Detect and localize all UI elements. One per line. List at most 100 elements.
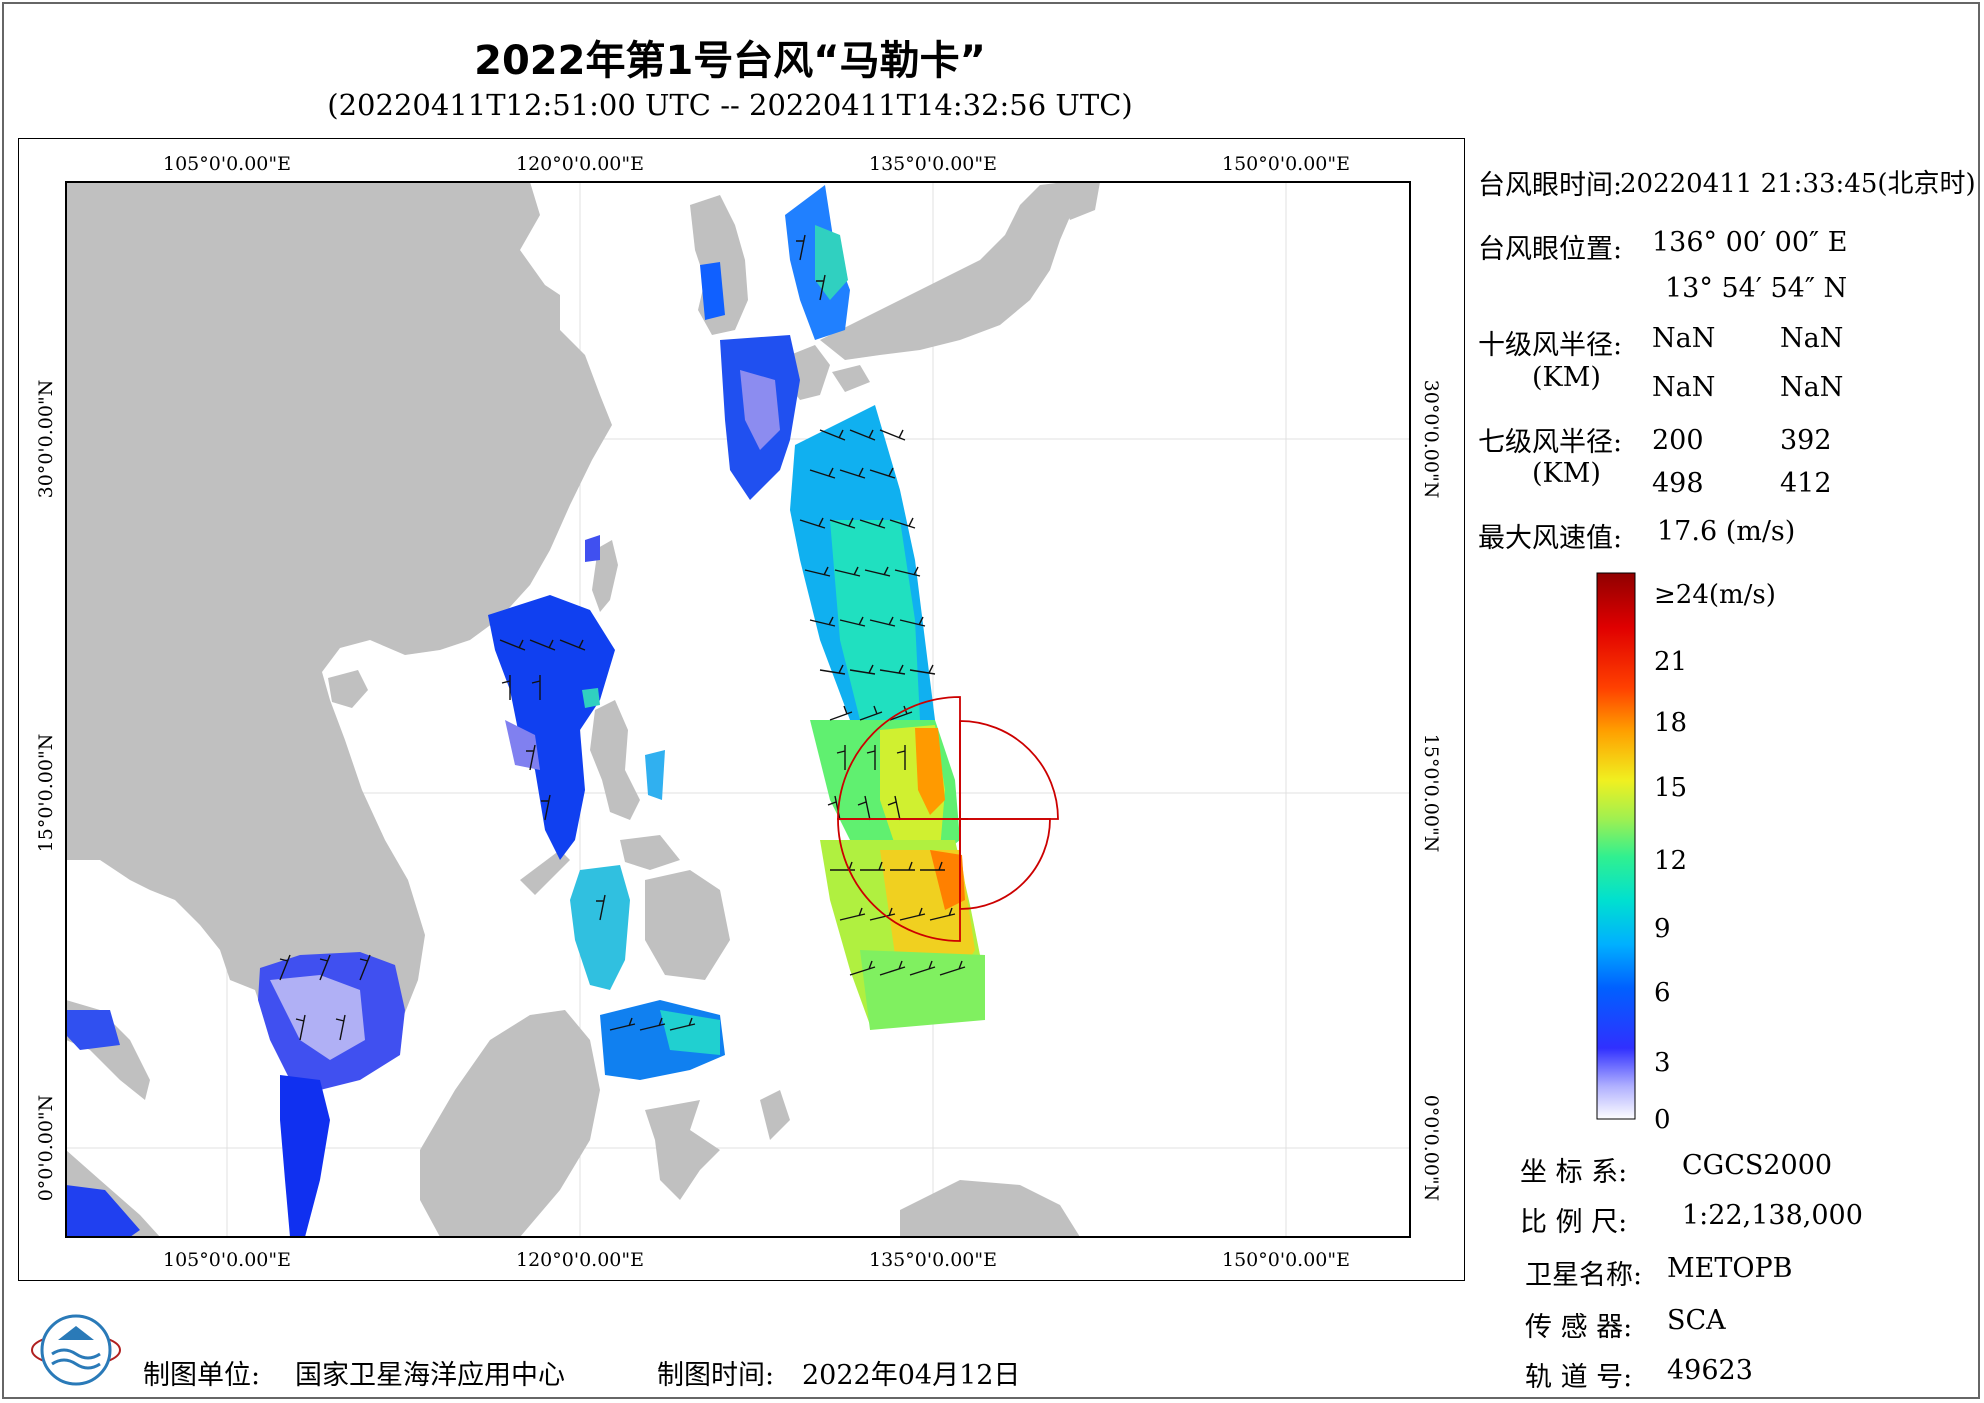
colorbar-label-6: 6	[1654, 978, 1671, 1008]
swath-main-bottom	[860, 950, 985, 1030]
wind-barb	[866, 745, 876, 770]
wind-barb	[860, 861, 885, 871]
r7-value-se: 392	[1780, 425, 1832, 456]
wind-barb	[829, 705, 853, 721]
r10-value-nw: NaN	[1780, 372, 1844, 403]
wind-swaths	[66, 185, 985, 1237]
satellite-value: METOPB	[1667, 1253, 1793, 1284]
wind-barb	[909, 664, 936, 675]
r7-value-ne: 200	[1652, 425, 1704, 456]
satellite-label: 卫星名称:	[1525, 1260, 1643, 1291]
wind-barb	[849, 429, 876, 441]
land-japan-hokkaido	[1055, 182, 1100, 220]
lon-label-bottom-2: 120°0'0.00"E	[516, 1249, 644, 1271]
wind-radius-sw-arc	[837, 818, 961, 942]
swath-main-orange2	[930, 850, 965, 910]
wind-barb	[849, 960, 876, 976]
wind-barb	[864, 566, 891, 577]
wind-barb	[887, 795, 901, 821]
wind-radius-se	[959, 818, 1051, 910]
wind-barb	[541, 794, 551, 821]
colorbar-label-0: 0	[1654, 1105, 1671, 1135]
wind-barb	[819, 664, 846, 675]
eye-longitude: 136° 00′ 00″ E	[1652, 227, 1848, 258]
swath-taiwan-west	[488, 595, 615, 860]
wind-barb	[857, 795, 871, 821]
swath-yellow-sea	[700, 262, 725, 320]
wind-barb	[894, 566, 921, 577]
wind-map: 105°0'0.00"E 120°0'0.00"E 135°0'0.00"E 1…	[35, 153, 1442, 1271]
lat-label-left-2: 15°0'0.00"N	[35, 734, 57, 853]
swath-ph-small	[645, 750, 665, 800]
wind-barb	[531, 675, 541, 700]
orbit-value: 49623	[1667, 1355, 1753, 1386]
r7-value-nw: 412	[1780, 468, 1832, 499]
swath-luzon-west-pale	[505, 720, 540, 770]
r7-value-sw: 498	[1652, 468, 1704, 499]
wind-barb	[639, 1017, 666, 1031]
colorbar-label-15: 15	[1654, 773, 1688, 803]
r7-unit: (KM)	[1532, 458, 1601, 489]
swath-scs-south-pale	[270, 975, 365, 1060]
lat-label-right-3: 0°0'0.00"N	[1420, 1095, 1442, 1202]
wind-barb	[335, 1014, 346, 1041]
lon-label-top-3: 135°0'0.00"E	[869, 153, 997, 175]
map-inner-border	[65, 181, 1411, 1238]
crs-value: CGCS2000	[1682, 1150, 1833, 1181]
wind-barb	[804, 566, 831, 577]
swath-luzon-cyan	[582, 688, 600, 708]
wind-barb	[920, 861, 945, 871]
wind-barb	[529, 639, 556, 651]
wind-barb	[799, 517, 826, 529]
swath-sumatra-sw	[66, 1185, 140, 1237]
r10-label: 十级风半径:	[1478, 330, 1623, 361]
wind-barb	[829, 517, 856, 529]
colorbar-label-21: 21	[1654, 647, 1688, 677]
swath-celebes-cyan	[660, 1010, 720, 1055]
wind-barb	[859, 705, 883, 721]
r7-label: 七级风半径:	[1478, 427, 1623, 458]
wind-barb	[834, 566, 861, 577]
swath-main-orange1	[915, 728, 945, 815]
wind-barb	[809, 467, 836, 479]
wind-barb	[796, 234, 806, 261]
wind-barb	[596, 894, 606, 921]
wind-barb	[879, 664, 906, 675]
land-halmahera	[760, 1090, 790, 1140]
r10-unit: (KM)	[1532, 362, 1601, 393]
wind-barb	[869, 907, 896, 921]
orbit-label: 轨 道 号:	[1525, 1362, 1633, 1393]
wind-barb	[859, 517, 886, 529]
land-borneo	[420, 1010, 600, 1237]
wind-barb	[929, 907, 956, 921]
swath-taiwan-small	[585, 535, 600, 562]
wind-radius-7-level	[837, 696, 1059, 942]
land-new-guinea	[900, 1180, 1080, 1237]
wind-barb	[499, 639, 526, 651]
land-sulawesi	[645, 1100, 720, 1200]
wind-barb	[279, 954, 291, 981]
colorbar-label-12: 12	[1654, 846, 1688, 876]
org-value: 国家卫星海洋应用中心	[295, 1360, 565, 1391]
r10-value-se: NaN	[1780, 323, 1844, 354]
lon-label-bottom-4: 150°0'0.00"E	[1222, 1249, 1350, 1271]
lat-label-right-1: 30°0'0.00"N	[1420, 380, 1442, 499]
nsoas-logo-icon	[31, 1314, 121, 1386]
lon-label-bottom-3: 135°0'0.00"E	[869, 1249, 997, 1271]
wind-barb	[899, 907, 926, 921]
land-mindanao	[645, 870, 730, 980]
colorbar-label-3: 3	[1654, 1048, 1671, 1078]
wind-barb	[849, 664, 876, 675]
wind-barb	[839, 907, 866, 921]
date-label: 制图时间:	[657, 1360, 775, 1391]
eye-time-value: 20220411 21:33:45(北京时)	[1620, 169, 1976, 199]
swath-ecs-north-pale	[740, 370, 780, 450]
wind-barb	[879, 429, 906, 441]
colorbar-label-18: 18	[1654, 708, 1688, 738]
scale-value: 1:22,138,000	[1682, 1200, 1863, 1231]
wind-barb	[879, 960, 906, 976]
eye-latitude: 13° 54′ 54″ N	[1665, 273, 1848, 304]
date-value: 2022年04月12日	[802, 1360, 1021, 1391]
max-wind-label: 最大风速值:	[1478, 523, 1623, 554]
wind-barb	[319, 954, 331, 981]
